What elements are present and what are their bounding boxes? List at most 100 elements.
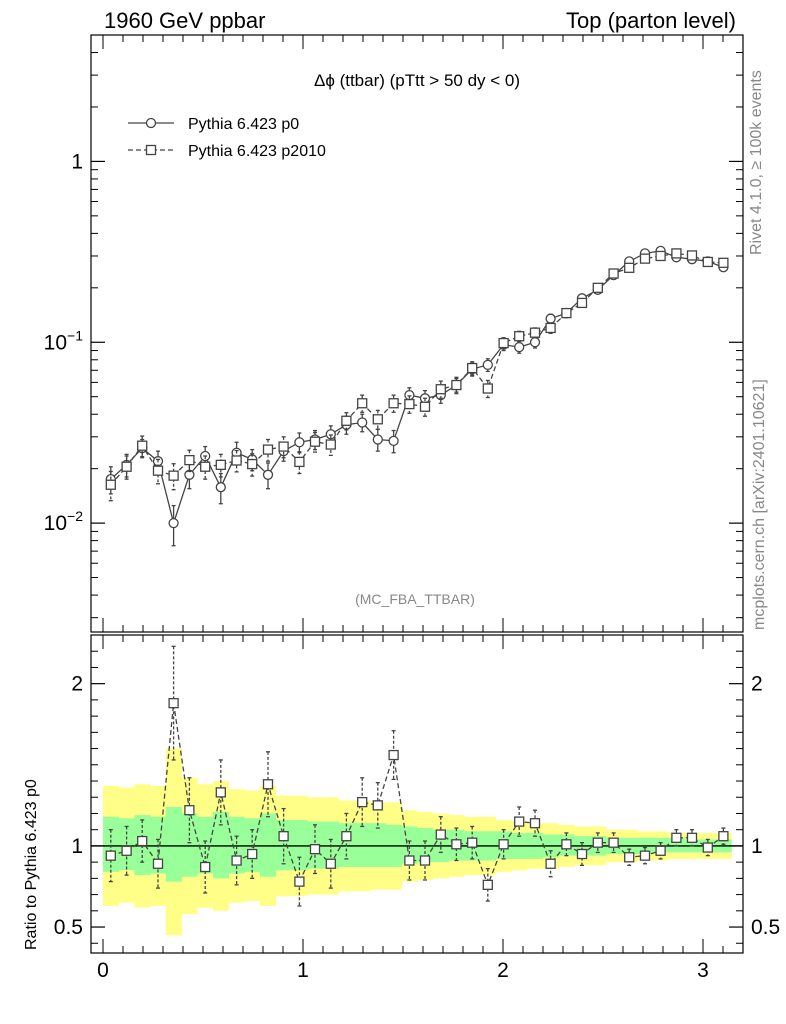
ratio-ytick-label-right: 1 [751,835,763,858]
data-point-p0 [514,341,525,353]
data-point-p2010 [357,398,368,409]
ratio-point [262,779,274,790]
data-point-p2010 [529,327,541,338]
legend-label-p0: Pythia 6.423 p0 [188,116,299,133]
ratio-point [231,855,242,866]
ratio-point [435,829,446,840]
ratio-point [105,850,116,861]
data-point-p2010 [467,362,478,374]
legend-marker-p0 [145,117,157,129]
data-point-p2010 [655,250,666,262]
data-point-p2010 [498,337,509,349]
ratio-point [357,796,368,808]
ratio-point [309,844,321,855]
data-point-p2010 [184,454,195,466]
ratio-point [404,855,415,866]
ratio-ylabel: Ratio to Pythia 6.423 p0 [23,779,40,950]
ratio-ytick-label-right: 0.5 [751,916,780,939]
legend-label-p2010: Pythia 6.423 p2010 [188,143,326,160]
ratio-point [388,749,399,761]
data-point-p2010 [702,256,713,268]
data-point-p0 [357,417,368,428]
ratio-point [419,855,431,866]
uncertainty-band-green [260,813,277,877]
ratio-point [686,832,698,843]
ratio-ytick-label-right: 2 [751,673,763,696]
header-right: Top (parton level) [566,8,736,33]
ratio-point [451,839,462,850]
data-point-p2010 [152,465,164,476]
data-point-p2010 [137,440,148,451]
ratio-point [247,848,258,860]
data-point-p2010 [482,383,493,394]
data-point-p2010 [718,257,729,268]
ratio-point [718,831,729,842]
ratio-point [215,787,226,798]
uncertainty-band-green [103,816,120,872]
data-point-p0 [372,434,383,445]
main-ytick-label: 10−2 [44,508,84,535]
ratio-point [498,839,509,850]
ratio-xtick-label: 1 [297,959,309,982]
ratio-point [545,858,556,869]
ratio-point [325,858,336,869]
data-point-p2010 [404,398,415,410]
legend: Pythia 6.423 p0 Pythia 6.423 p2010 [128,116,326,160]
data-point-p0 [545,313,556,324]
main-ytick-label: 1 [71,150,83,173]
data-point-p2010 [545,322,556,334]
main-title: Δϕ (ttbar) (pTtt > 50 dy < 0) [314,71,520,90]
main-ticks: 10−2 10−1 1 [44,34,744,632]
ratio-point [655,845,666,856]
uncertainty-band-green [165,806,182,882]
data-point-p2010 [372,414,383,425]
data-point-p2010 [624,262,635,273]
ratio-point [576,848,588,860]
data-point-p0 [388,435,399,447]
uncertainty-band-green [401,826,418,864]
ratio-point [592,837,603,848]
ratio-point [624,852,635,863]
main-panel: 10−210−11 Δϕ (ttbar) (pTtt > 50 dy < 0) … [44,34,744,633]
ratio-point [200,861,211,873]
uncertainty-band-green [197,816,214,874]
ratio-point [467,837,478,848]
ratio-point [278,831,289,842]
data-point-p2010 [686,250,698,261]
ratio-point [168,697,179,709]
main-frame [90,34,744,633]
ratio-ticks: 0.5 0.5 1 1 2 2 0 1 2 3 [54,635,780,982]
watermark: (MC_FBA_TTBAR) [355,591,475,607]
data-point-p0 [529,337,541,348]
ratio-point [529,818,541,829]
data-point-p2010 [294,456,305,468]
series-line-p2010 [110,252,724,486]
ratio-point [294,876,305,887]
ratio-point [152,858,164,869]
ratio-ytick-label: 0.5 [54,916,83,939]
data-point-p2010 [561,307,572,319]
data-point-p2010 [514,331,525,342]
ratio-point [137,835,148,847]
ratio-point [514,816,525,827]
data-point-p2010 [592,282,603,293]
data-point-p2010 [105,479,116,490]
data-point-p0 [262,469,274,480]
ratio-xtick-label: 0 [97,959,109,982]
legend-entry-p0: Pythia 6.423 p0 [128,116,299,133]
main-plot-content [105,245,729,547]
ratio-point [482,879,493,891]
data-point-p2010 [309,436,321,447]
data-point-p0 [215,482,226,493]
ratio-point [121,845,132,856]
ratio-xtick-label: 3 [697,959,709,982]
legend-entry-p2010: Pythia 6.423 p2010 [128,143,326,160]
data-point-p0 [294,437,305,448]
ratio-point [639,850,651,861]
data-point-p2010 [435,384,446,395]
main-ytick-label: 10−1 [44,327,84,354]
data-point-p2010 [262,444,274,455]
data-point-p2010 [419,401,431,412]
ratio-ytick-label: 2 [71,673,83,696]
